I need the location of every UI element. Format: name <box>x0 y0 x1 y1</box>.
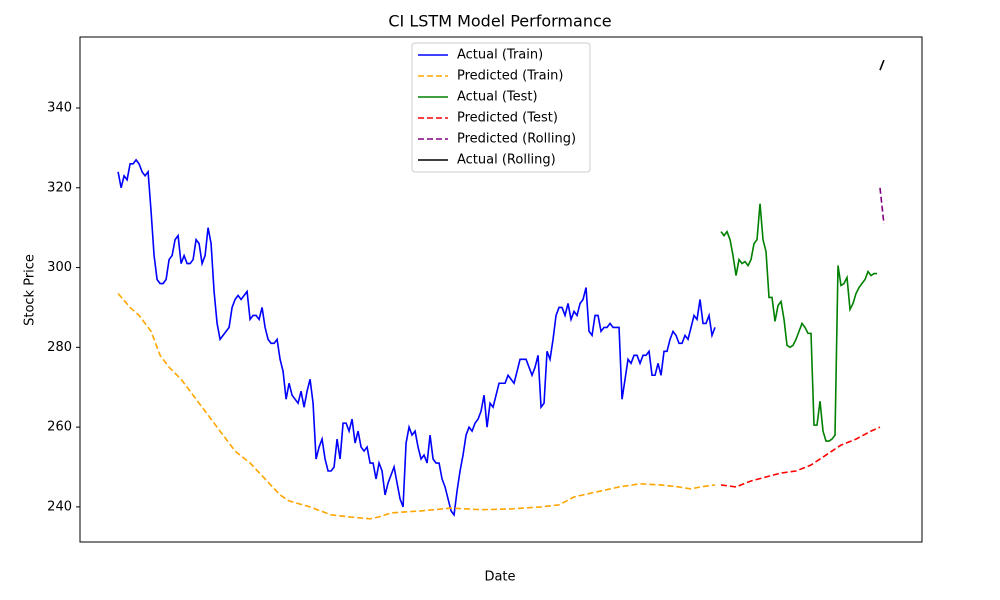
legend-label: Actual (Rolling) <box>457 153 556 168</box>
legend-label: Predicted (Test) <box>457 111 558 126</box>
legend-label: Predicted (Rolling) <box>457 132 576 147</box>
y-tick-label: 340 <box>47 101 72 116</box>
x-axis-label: Date <box>484 570 515 585</box>
y-tick-label: 240 <box>47 499 72 514</box>
series-line <box>720 203 878 442</box>
legend-label: Actual (Train) <box>457 48 543 63</box>
y-tick-label: 300 <box>47 260 72 275</box>
y-tick-label: 320 <box>47 180 72 195</box>
series-line <box>879 59 885 71</box>
chart-title: CI LSTM Model Performance <box>388 12 611 31</box>
series-line <box>879 187 885 224</box>
y-axis-label: Stock Price <box>23 254 38 326</box>
legend-label: Actual (Test) <box>457 90 538 105</box>
series-line <box>117 158 716 517</box>
y-tick-label: 280 <box>47 340 72 355</box>
series-line <box>720 426 881 488</box>
legend-label: Predicted (Train) <box>457 69 564 84</box>
plot-frame <box>79 36 923 543</box>
legend-box <box>411 42 591 173</box>
series-line <box>117 292 716 520</box>
y-tick-label: 260 <box>47 420 72 435</box>
